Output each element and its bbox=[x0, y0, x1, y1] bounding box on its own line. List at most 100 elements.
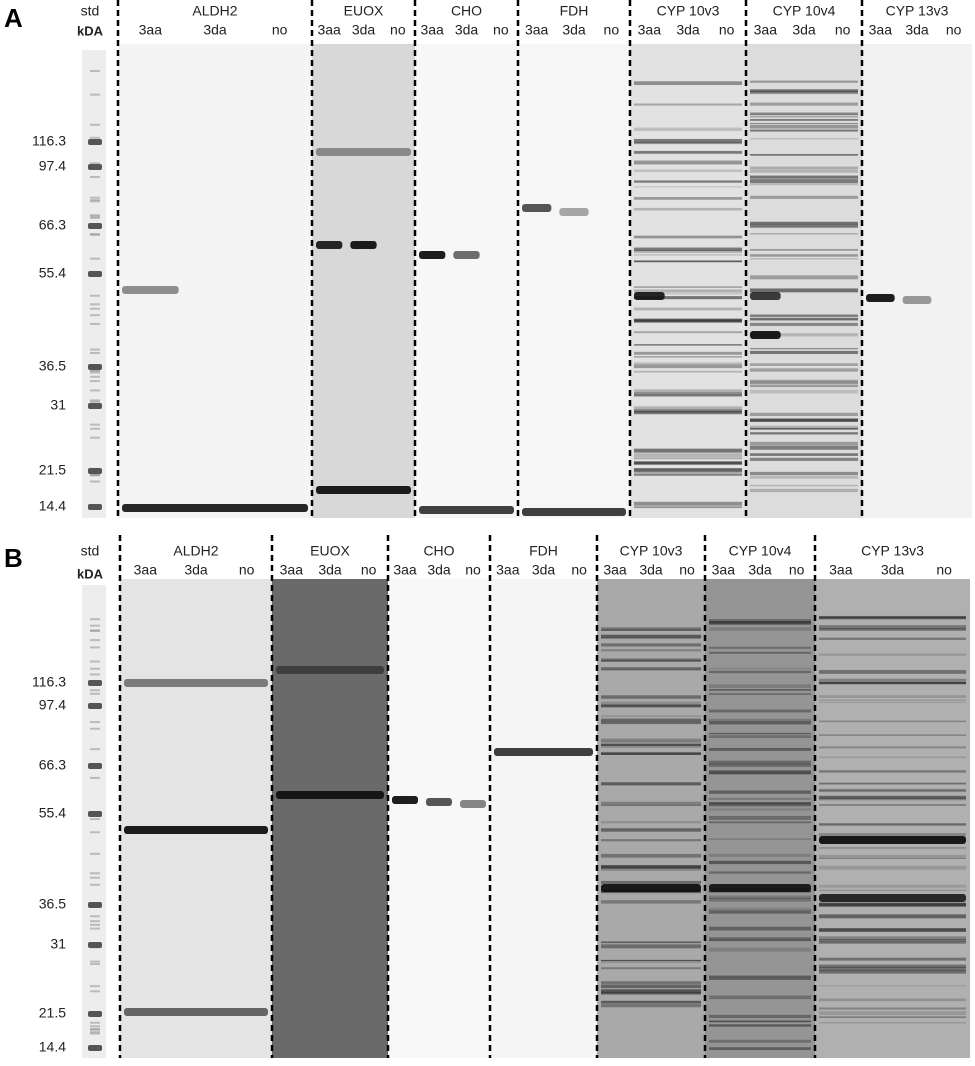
gel bbox=[518, 44, 630, 518]
band bbox=[709, 821, 811, 824]
band bbox=[750, 427, 858, 430]
lane-label: no bbox=[936, 562, 952, 578]
ladder-band bbox=[90, 136, 100, 139]
std-lane bbox=[82, 585, 106, 1058]
band bbox=[601, 967, 701, 970]
lane-label: 3aa bbox=[829, 562, 853, 578]
band bbox=[750, 179, 858, 183]
ladder-band bbox=[90, 818, 100, 821]
band bbox=[819, 627, 966, 630]
band bbox=[634, 473, 742, 475]
ladder-band bbox=[90, 436, 100, 439]
ladder-band bbox=[90, 689, 100, 692]
band bbox=[750, 318, 858, 321]
band bbox=[819, 1007, 966, 1010]
lane-label: 3aa bbox=[754, 22, 778, 38]
marker-band bbox=[88, 703, 102, 709]
ladder-band bbox=[90, 474, 100, 477]
group-label: CYP 13v3 bbox=[861, 543, 924, 559]
band bbox=[750, 112, 858, 115]
band bbox=[426, 798, 452, 806]
band bbox=[819, 615, 966, 619]
lane-label: 3da bbox=[352, 22, 376, 38]
band bbox=[634, 197, 742, 200]
band bbox=[819, 998, 966, 1002]
band bbox=[750, 166, 858, 170]
gel bbox=[490, 579, 597, 1058]
band bbox=[634, 247, 742, 251]
band bbox=[750, 384, 858, 388]
ladder-band bbox=[90, 776, 100, 779]
band bbox=[819, 823, 966, 826]
gel bbox=[597, 579, 705, 1058]
band bbox=[124, 826, 268, 834]
ladder-band bbox=[90, 1028, 100, 1031]
band bbox=[634, 331, 742, 334]
band bbox=[601, 715, 701, 717]
band bbox=[709, 1014, 811, 1019]
lane-label: no bbox=[789, 562, 805, 578]
band bbox=[750, 233, 858, 235]
band bbox=[750, 175, 858, 179]
ladder-band bbox=[90, 389, 100, 392]
band bbox=[750, 195, 858, 199]
band bbox=[634, 394, 742, 397]
panel-label: B bbox=[4, 543, 23, 573]
band bbox=[819, 681, 966, 684]
marker-band bbox=[88, 403, 102, 409]
band bbox=[601, 705, 701, 707]
band bbox=[601, 959, 701, 964]
marker-label: 116.3 bbox=[32, 133, 66, 149]
panel-label: A bbox=[4, 3, 23, 33]
band bbox=[750, 333, 858, 337]
band bbox=[601, 959, 701, 962]
band bbox=[709, 627, 811, 631]
lane-label: 3aa bbox=[496, 562, 520, 578]
band bbox=[634, 254, 742, 256]
band bbox=[819, 833, 966, 837]
band bbox=[601, 839, 701, 842]
band bbox=[709, 808, 811, 811]
band bbox=[634, 474, 742, 476]
lane-label: 3aa bbox=[393, 562, 417, 578]
band bbox=[601, 989, 701, 991]
band bbox=[819, 957, 966, 961]
band bbox=[601, 990, 701, 994]
group-label: FDH bbox=[560, 3, 589, 19]
ladder-band bbox=[90, 200, 100, 203]
band bbox=[709, 975, 811, 977]
band bbox=[750, 275, 858, 280]
gel bbox=[120, 579, 272, 1058]
lane-label: 3aa bbox=[139, 22, 163, 38]
band bbox=[750, 122, 858, 125]
ladder-band bbox=[90, 423, 100, 426]
band bbox=[750, 224, 858, 228]
band bbox=[601, 866, 701, 871]
band bbox=[709, 976, 811, 980]
ladder-band bbox=[90, 923, 100, 926]
ladder-band bbox=[90, 233, 100, 236]
band bbox=[709, 620, 811, 624]
band bbox=[819, 616, 966, 619]
marker-band bbox=[88, 271, 102, 277]
band bbox=[124, 679, 268, 687]
ladder-band bbox=[90, 196, 100, 199]
band bbox=[601, 738, 701, 742]
band bbox=[601, 880, 701, 884]
band bbox=[819, 894, 966, 902]
band bbox=[601, 659, 701, 662]
marker-label: 97.4 bbox=[39, 158, 66, 174]
marker-band bbox=[88, 942, 102, 948]
band bbox=[750, 389, 858, 394]
band bbox=[709, 684, 811, 689]
band bbox=[601, 744, 701, 747]
band bbox=[634, 235, 742, 239]
lane-label: 3da bbox=[676, 22, 700, 38]
marker-label: 55.4 bbox=[39, 265, 66, 281]
ladder-band bbox=[90, 480, 100, 483]
band bbox=[709, 1047, 811, 1051]
group-label: CHO bbox=[451, 3, 482, 19]
lane-label: 3aa bbox=[869, 22, 893, 38]
band bbox=[601, 865, 701, 869]
lane-label: 3aa bbox=[525, 22, 549, 38]
